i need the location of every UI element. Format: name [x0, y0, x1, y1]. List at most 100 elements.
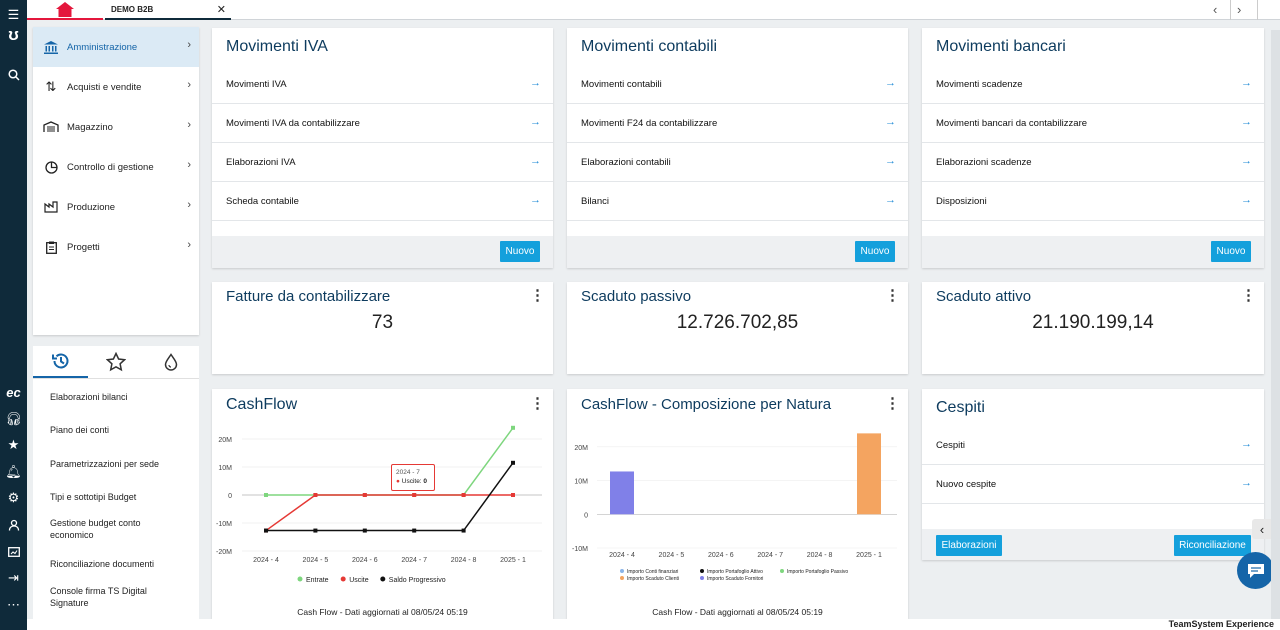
scrollbar[interactable] — [1271, 30, 1280, 619]
list-item[interactable]: Elaborazioni scadenze → — [922, 143, 1264, 182]
card-footer — [212, 236, 553, 268]
tooltip-dot-icon: ● — [396, 478, 400, 485]
data-point — [461, 528, 466, 533]
legend-label: Importo Scaduto Clienti — [627, 576, 679, 582]
recent-item[interactable]: Console firma TS Digital Signature — [50, 586, 147, 608]
pie-chart-icon — [43, 159, 59, 175]
ec-icon[interactable]: ec — [6, 384, 21, 400]
nav-item-magazzino[interactable]: Magazzino › — [33, 107, 199, 147]
arrow-right-icon: → — [1241, 116, 1252, 128]
gear-icon[interactable]: ⚙ — [7, 490, 20, 505]
kebab-menu-icon[interactable]: ⋮ — [885, 287, 900, 304]
chevron-right-icon: › — [187, 239, 191, 251]
legend-marker — [340, 576, 346, 582]
recent-item[interactable]: Piano dei conti — [50, 425, 110, 435]
nuovo-button[interactable]: Nuovo — [855, 241, 895, 262]
list-item[interactable]: Elaborazioni contabili → — [567, 143, 908, 182]
close-icon[interactable]: ✕ — [216, 4, 226, 16]
list-item[interactable]: Disposizioni → — [922, 182, 1264, 221]
recent-item[interactable]: Tipi e sottotipi Budget — [50, 492, 137, 502]
more-icon[interactable]: ⋯ — [7, 597, 20, 612]
legend-marker — [297, 576, 303, 582]
list-item[interactable]: Cespiti → — [922, 426, 1264, 465]
recent-item[interactable]: Parametrizzazioni per sede — [50, 459, 160, 469]
list-item[interactable]: Movimenti contabili → — [567, 65, 908, 104]
legend-label: Saldo Progressivo — [389, 577, 446, 584]
recent-item[interactable]: Riconciliazione documenti — [50, 559, 155, 569]
list-item[interactable]: Movimenti bancari da contabilizzare → — [922, 104, 1264, 143]
kebab-menu-icon[interactable]: ⋮ — [885, 395, 900, 412]
legend-marker — [700, 576, 704, 580]
card-title: Scaduto passivo — [581, 288, 692, 305]
data-point — [511, 460, 515, 465]
nav-item-progetti[interactable]: Progetti › — [33, 227, 199, 267]
star-icon[interactable]: ★ — [7, 437, 20, 452]
card-fatture: Fatture da contabilizzare ⋮ 73 — [212, 282, 553, 374]
y-tick-label: 20M — [218, 437, 232, 444]
list-item[interactable]: Scheda contabile → — [212, 182, 553, 221]
list-item[interactable]: Nuovo cespite → — [922, 465, 1264, 504]
headset-icon[interactable]: 🎧︎ — [5, 411, 22, 426]
nav-item-amministrazione[interactable]: Amministrazione › — [33, 27, 199, 67]
tab-recent[interactable] — [33, 346, 89, 378]
series-line-uscite — [265, 494, 513, 532]
row-label: Movimenti F24 da contabilizzare — [581, 117, 718, 129]
kebab-menu-icon[interactable]: ⋮ — [530, 287, 545, 304]
riconciliazione-button[interactable]: Riconciliazione — [1174, 535, 1251, 556]
module-nav: Amministrazione › ⇅ Acquisti e vendite ›… — [33, 27, 199, 335]
recent-item[interactable]: Elaborazioni bilanci — [50, 392, 128, 402]
data-point — [461, 493, 466, 497]
nuovo-button[interactable]: Nuovo — [1211, 241, 1251, 262]
natura-chart: 20M 10M 0 -10M 2024 - 4 2024 - 5 2024 - 6 2024 … — [572, 433, 897, 582]
folder-icon[interactable] — [0, 540, 27, 562]
x-tick-label: 2024 - 8 — [451, 557, 477, 564]
card-title: Movimenti IVA — [226, 38, 328, 55]
list-item[interactable]: Movimenti IVA da contabilizzare → — [212, 104, 553, 143]
data-point — [264, 493, 268, 497]
y-tick-label: 0 — [228, 493, 232, 500]
nuovo-button[interactable]: Nuovo — [500, 241, 540, 262]
recent-panel: Elaborazioni bilanci Piano dei conti Par… — [33, 346, 199, 630]
tooltip-title: 2024 - 7 — [396, 469, 420, 476]
chat-icon — [1247, 563, 1264, 578]
user-icon[interactable] — [0, 514, 27, 536]
tab-drops[interactable] — [144, 346, 199, 378]
collapse-panel-button[interactable]: ‹ — [1252, 519, 1272, 539]
legend-label: Importo Conti finanziari — [627, 569, 678, 575]
card-movimenti-contabili: Movimenti contabili Movimenti contabili →… — [567, 28, 908, 268]
chat-button[interactable] — [1237, 552, 1274, 589]
kebab-menu-icon[interactable]: ⋮ — [530, 395, 545, 412]
nav-item-acquisti[interactable]: ⇅ Acquisti e vendite › — [33, 67, 199, 107]
x-tick-label: 2025 - 1 — [500, 557, 526, 564]
bell-icon[interactable]: 🔔︎ — [5, 464, 22, 479]
kebab-menu-icon[interactable]: ⋮ — [1241, 287, 1256, 304]
search-icon[interactable] — [0, 64, 27, 86]
list-item[interactable]: Elaborazioni IVA → — [212, 143, 553, 182]
nav-item-produzione[interactable]: Produzione › — [33, 187, 199, 227]
tab-favorites[interactable] — [88, 346, 143, 378]
tab-demo-b2b[interactable]: DEMO B2B ✕ — [105, 0, 231, 20]
card-title: Scaduto attivo — [936, 288, 1032, 305]
row-label: Elaborazioni IVA — [226, 156, 296, 168]
list-item[interactable]: Movimenti IVA → — [212, 65, 553, 104]
chevron-right-icon[interactable]: › — [1237, 2, 1242, 17]
tab-label: DEMO B2B — [111, 4, 154, 14]
chevron-left-icon: ‹ — [1259, 521, 1265, 537]
recent-item[interactable]: Gestione budget conto economico — [50, 518, 141, 540]
list-item[interactable]: Movimenti scadenze → — [922, 65, 1264, 104]
logout-icon[interactable]: ⇥ — [8, 570, 19, 585]
home-tab[interactable] — [27, 0, 103, 20]
legend-marker — [700, 569, 704, 573]
chevron-left-icon[interactable]: ‹ — [1213, 2, 1218, 17]
nav-label: Produzione — [67, 201, 116, 213]
nav-label: Magazzino — [67, 121, 113, 133]
list-item[interactable]: Movimenti F24 da contabilizzare → — [567, 104, 908, 143]
card-movimenti-bancari: Movimenti bancari Movimenti scadenze → Mo… — [922, 28, 1264, 268]
elaborazioni-button[interactable]: Elaborazioni — [936, 535, 1002, 556]
legend-marker — [380, 576, 386, 582]
menu-icon[interactable]: ☰ — [7, 7, 20, 22]
home-icon — [56, 1, 74, 17]
list-item[interactable]: Bilanci → — [567, 182, 908, 221]
nav-item-controllo[interactable]: Controllo di gestione › — [33, 147, 199, 187]
row-label: Scheda contabile — [226, 195, 299, 207]
